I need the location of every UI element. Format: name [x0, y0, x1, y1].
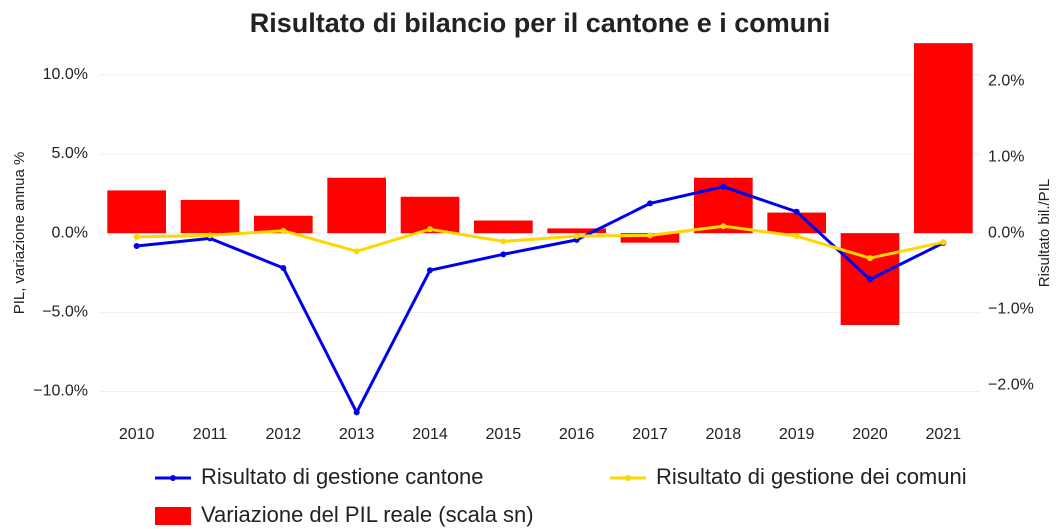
x-tick-label: 2012	[266, 426, 302, 443]
line-point	[647, 200, 653, 207]
line	[136, 185, 945, 416]
bar	[547, 228, 606, 234]
y-axis-label: PIL, variazione annua %	[11, 152, 28, 315]
bar	[107, 190, 166, 234]
bar	[180, 199, 240, 234]
line-point	[720, 183, 727, 190]
line-point	[133, 242, 140, 249]
line-point	[353, 409, 360, 416]
x-tick-label: 2013	[339, 426, 375, 443]
line-point	[500, 238, 507, 245]
line-point	[207, 232, 213, 239]
y2-axis-label: Risultato bil./PIL	[1036, 179, 1053, 287]
y2-tick-label: 2.0%	[988, 72, 1024, 89]
chart-title: Risultato di bilancio per il cantone e i…	[250, 8, 831, 38]
x-tick-label: 2018	[706, 426, 742, 443]
y2-tick-label: 1.0%	[988, 148, 1024, 165]
x-tick-label: 2014	[412, 426, 448, 443]
line-point	[280, 265, 287, 271]
line-point	[427, 226, 433, 233]
legend-label: Risultato di gestione dei comuni	[656, 464, 967, 489]
x-tick-label: 2017	[632, 426, 668, 443]
x-tick-label: 2019	[779, 426, 815, 443]
y-tick-label: −10.0%	[33, 383, 88, 400]
line	[136, 224, 944, 260]
line-point	[647, 232, 653, 239]
x-tick-label: 2021	[926, 426, 962, 443]
line-point	[573, 233, 580, 240]
legend-label: Risultato di gestione cantone	[201, 464, 484, 489]
y-tick-label: −5.0%	[42, 304, 88, 321]
line-point	[867, 276, 873, 283]
line-point	[720, 223, 727, 230]
bar	[914, 43, 973, 234]
legend-label: Variazione del PIL reale (scala sn)	[201, 502, 534, 527]
line-point	[500, 251, 507, 258]
x-tick-label: 2015	[486, 426, 522, 443]
line-point	[280, 227, 287, 234]
x-tick-label: 2016	[559, 426, 595, 443]
bar	[767, 212, 826, 234]
legend-swatch	[155, 507, 191, 525]
bar	[254, 215, 313, 234]
y-tick-label: 0.0%	[52, 224, 88, 241]
line-point	[427, 267, 433, 274]
legend-swatch	[170, 475, 176, 481]
line-point	[793, 208, 800, 215]
x-tick-label: 2011	[193, 426, 228, 443]
y2-tick-label: 0.0%	[988, 224, 1024, 241]
line-point	[793, 233, 800, 240]
legend-swatch	[625, 475, 631, 481]
x-tick-label: 2020	[852, 426, 888, 443]
bar	[474, 220, 533, 234]
line-point	[133, 233, 140, 240]
y-tick-label: 10.0%	[43, 66, 88, 83]
line-point	[940, 239, 947, 246]
y2-tick-label: −1.0%	[988, 300, 1034, 317]
y2-tick-label: −2.0%	[988, 376, 1034, 393]
line-point	[867, 255, 873, 262]
line-point	[353, 248, 360, 255]
bar	[327, 177, 386, 234]
y-tick-label: 5.0%	[52, 145, 88, 162]
x-tick-label: 2010	[119, 426, 155, 443]
